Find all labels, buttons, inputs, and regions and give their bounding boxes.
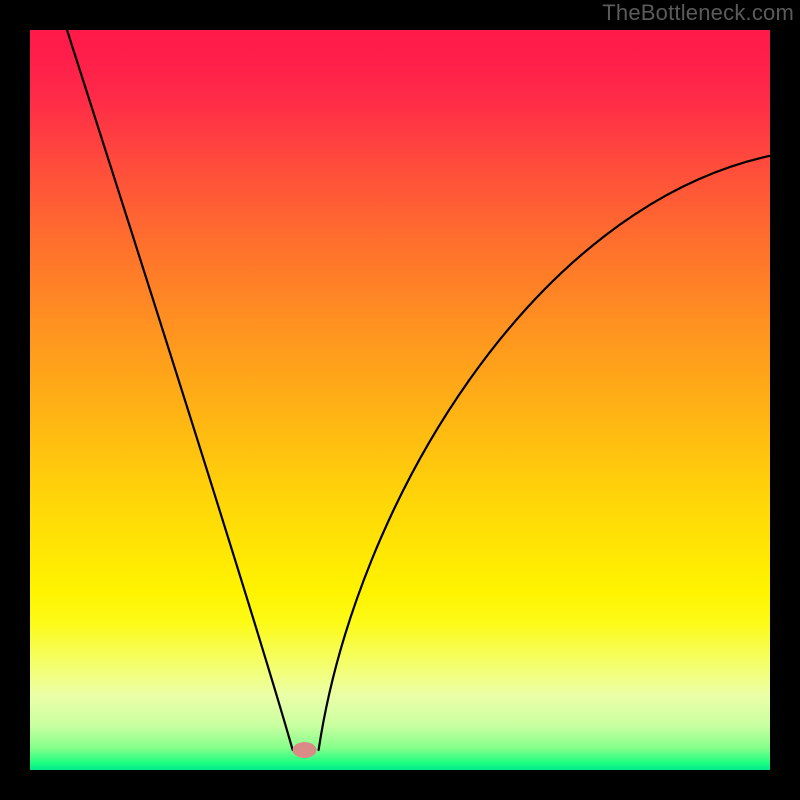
- watermark-text: TheBottleneck.com: [602, 0, 794, 26]
- plot-background: [30, 30, 770, 770]
- bottleneck-chart: [0, 0, 800, 800]
- chart-container: TheBottleneck.com: [0, 0, 800, 800]
- optimal-point-marker: [293, 742, 317, 758]
